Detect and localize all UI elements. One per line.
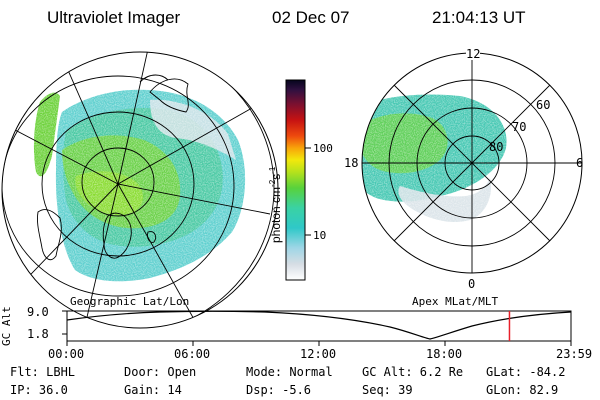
info-gain: Gain: 14 (124, 383, 182, 397)
apex-polar-plot (361, 52, 583, 274)
aurora-image-right (362, 80, 530, 240)
colorbar-tick-label-10: 10 (313, 229, 327, 242)
geographic-map (1, 51, 279, 329)
earth-limb (1, 51, 279, 329)
lat-label-60: 60 (536, 98, 551, 112)
alt-xtick-1800: 18:00 (426, 347, 463, 361)
mlt-label-6: 6 (576, 156, 584, 170)
colorbar-scale (285, 79, 306, 281)
mlt-label-12: 12 (466, 47, 481, 61)
colorbar (285, 79, 311, 281)
time-label: 21:04:13 UT (432, 8, 526, 27)
info-glon: GLon: 82.9 (486, 383, 559, 397)
alt-xtick-0600: 06:00 (174, 347, 211, 361)
alt-ytick-1-8: 1.8 (27, 327, 49, 341)
lat-label-70: 70 (512, 120, 527, 134)
geographic-panel-label: Geographic Lat/Lon (70, 295, 190, 308)
alt-ylabel: GC Alt (0, 306, 13, 346)
info-mode: Mode: Normal (246, 365, 333, 379)
alt-xtick-0000: 00:00 (48, 347, 85, 361)
mlt-label-0: 0 (468, 277, 476, 291)
altitude-plot (62, 310, 572, 346)
mlt-label-18: 18 (344, 156, 359, 170)
altitude-curve (66, 310, 572, 340)
info-door: Door: Open (124, 365, 197, 379)
geo-grid (2, 52, 275, 328)
lat-label-80: 80 (489, 140, 504, 154)
alt-xtick-2359: 23:59 (556, 347, 593, 361)
info-gc-alt: GC Alt: 6.2 Re (362, 365, 464, 379)
app-title: Ultraviolet Imager (47, 8, 181, 27)
info-dsp: Dsp: -5.6 (246, 383, 312, 397)
info-filter: Flt: LBHL (10, 365, 76, 379)
alt-ytick-9: 9.0 (27, 305, 49, 319)
info-ip: IP: 36.0 (10, 383, 68, 397)
colorbar-label: photon cm-2s-1 (268, 166, 283, 243)
alt-xtick-1200: 12:00 (300, 347, 337, 361)
colorbar-tick-label-100: 100 (313, 142, 333, 155)
apex-grid (362, 53, 582, 273)
info-glat: GLat: -84.2 (486, 365, 566, 379)
apex-panel-label: Apex MLat/MLT (412, 295, 499, 308)
date-label: 02 Dec 07 (272, 8, 350, 27)
info-seq: Seq: 39 (362, 383, 413, 397)
